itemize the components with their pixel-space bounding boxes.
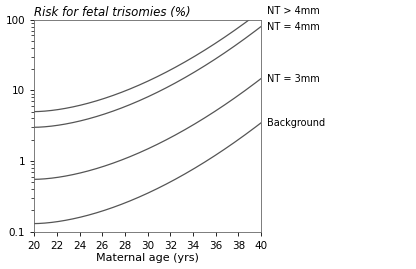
Text: NT = 4mm: NT = 4mm <box>267 22 319 31</box>
Text: Risk for fetal trisomies (%): Risk for fetal trisomies (%) <box>34 6 191 19</box>
Text: NT = 3mm: NT = 3mm <box>267 73 319 84</box>
Text: Background: Background <box>267 118 325 128</box>
Text: NT > 4mm: NT > 4mm <box>267 6 319 16</box>
X-axis label: Maternal age (yrs): Maternal age (yrs) <box>96 253 199 263</box>
